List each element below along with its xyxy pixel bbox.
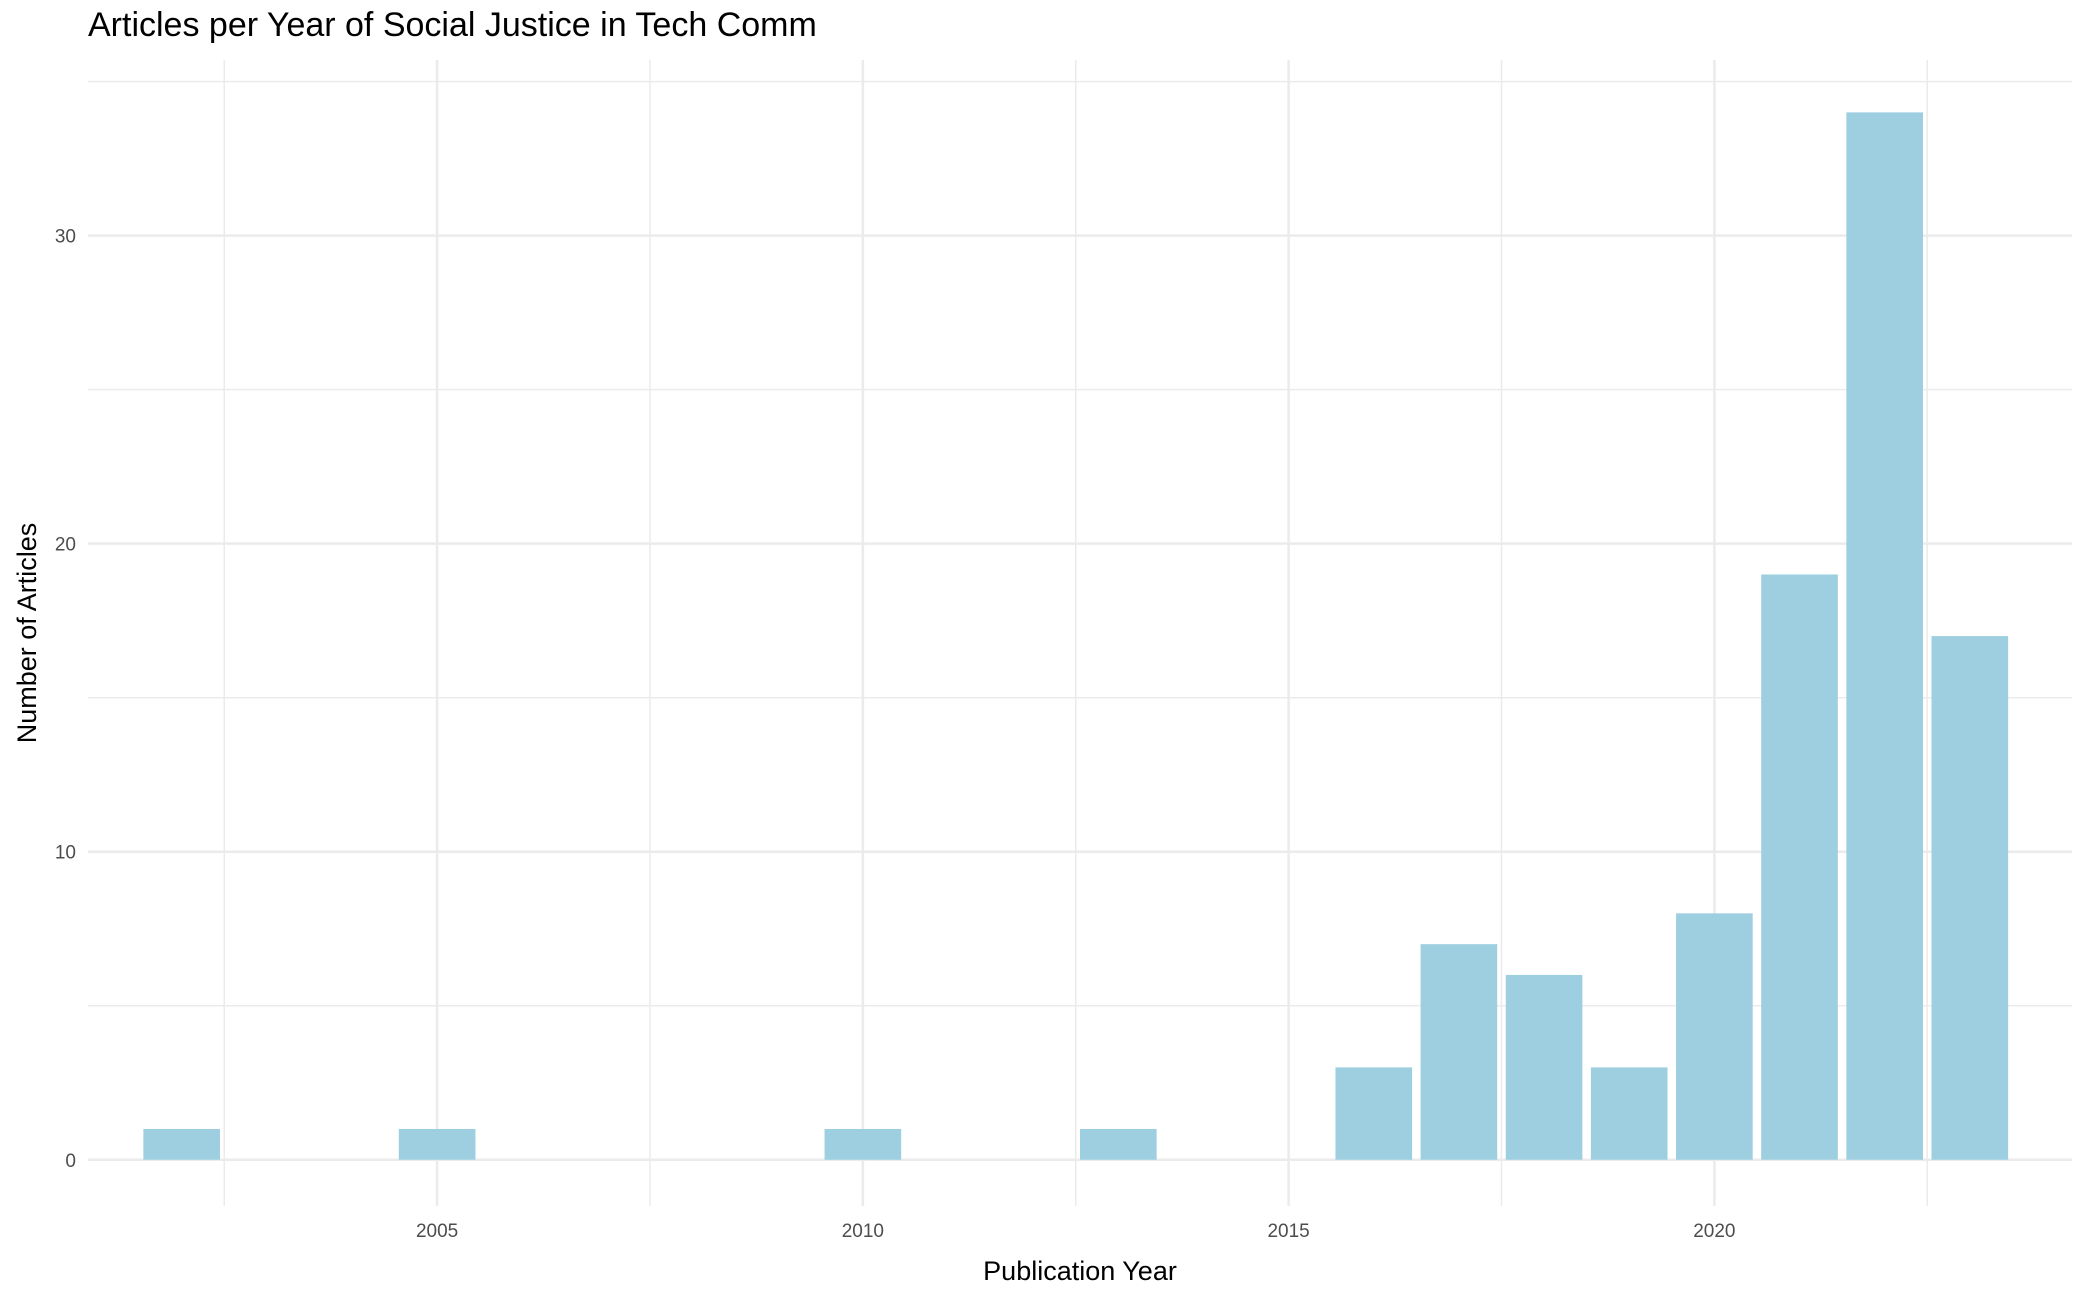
x-tick-labels: 2005 2010 2015 2020 — [416, 1221, 1736, 1242]
y-tick-label: 20 — [55, 535, 76, 556]
x-axis-title: Publication Year — [983, 1256, 1177, 1286]
y-tick-label: 0 — [65, 1151, 76, 1172]
bars — [143, 112, 2009, 1160]
bar-2023 — [1931, 636, 2009, 1160]
y-tick-label: 10 — [55, 843, 76, 864]
x-tick-label: 2010 — [842, 1221, 884, 1242]
chart-title: Articles per Year of Social Justice in T… — [88, 6, 817, 44]
bar-2018 — [1505, 974, 1583, 1160]
bar-2017 — [1420, 944, 1498, 1160]
bar-2021 — [1761, 574, 1838, 1160]
y-tick-labels: 0 10 20 30 — [55, 227, 76, 1172]
bar-2010 — [824, 1128, 902, 1160]
bar-2020 — [1676, 913, 1753, 1160]
x-tick-label: 2005 — [416, 1221, 458, 1242]
x-tick-label: 2015 — [1267, 1221, 1309, 1242]
bar-2002 — [143, 1128, 220, 1160]
bar-2019 — [1590, 1067, 1668, 1160]
bar-2005 — [398, 1128, 476, 1160]
x-tick-label: 2020 — [1693, 1221, 1735, 1242]
bar-2022 — [1846, 112, 1923, 1160]
bar-2016 — [1335, 1067, 1413, 1160]
y-axis-title: Number of Articles — [12, 523, 42, 744]
bar-2013 — [1080, 1128, 1157, 1160]
y-tick-label: 30 — [55, 227, 76, 248]
